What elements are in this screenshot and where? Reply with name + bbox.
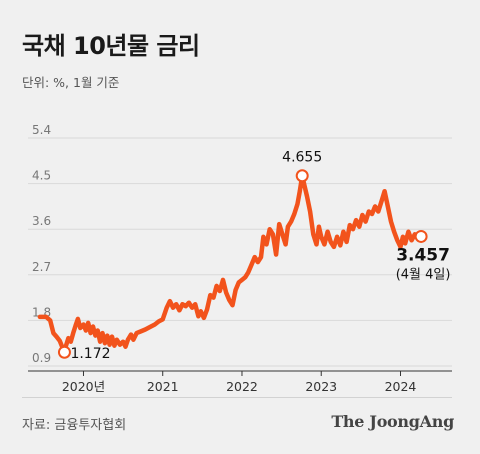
x-axis: 2020년 2021 2022 2023 2024 [28,370,452,394]
unit-note: 단위: %, 1월 기준 [22,75,120,90]
footer-divider [22,397,452,398]
y-axis-ticks: 0.91.82.73.64.55.4 [32,123,51,365]
series [37,173,424,355]
x-tick-label: 2023 [305,379,337,394]
x-tick-label: 2022 [226,379,258,394]
y-tick-label: 5.4 [32,123,51,137]
grid-lines [28,137,452,367]
data-point-marker [414,229,428,243]
data-point-marker [295,169,309,183]
data-point-marker [57,345,71,359]
data-label: 4.655 [282,150,322,166]
series-line [37,173,424,355]
data-label-date: (4월 4일) [396,267,451,282]
x-tick-label: 2021 [147,379,179,394]
y-tick-label: 3.6 [32,214,51,228]
x-tick-label: 2020년 [62,379,105,394]
y-tick-label: 2.7 [32,260,51,274]
data-label: 3.457 [396,245,450,265]
markers: 1.172 4.655 3.457 (4월 4일) [57,150,451,362]
y-tick-label: 0.9 [32,351,51,365]
y-tick-label: 4.5 [32,169,51,183]
source-note: 자료: 금융투자협회 [22,418,127,433]
data-label: 1.172 [70,346,110,362]
chart-title: 국채 10년물 금리 [22,32,200,60]
brand-logo: The JoongAng [331,412,454,431]
x-tick-label: 2024 [385,379,417,394]
